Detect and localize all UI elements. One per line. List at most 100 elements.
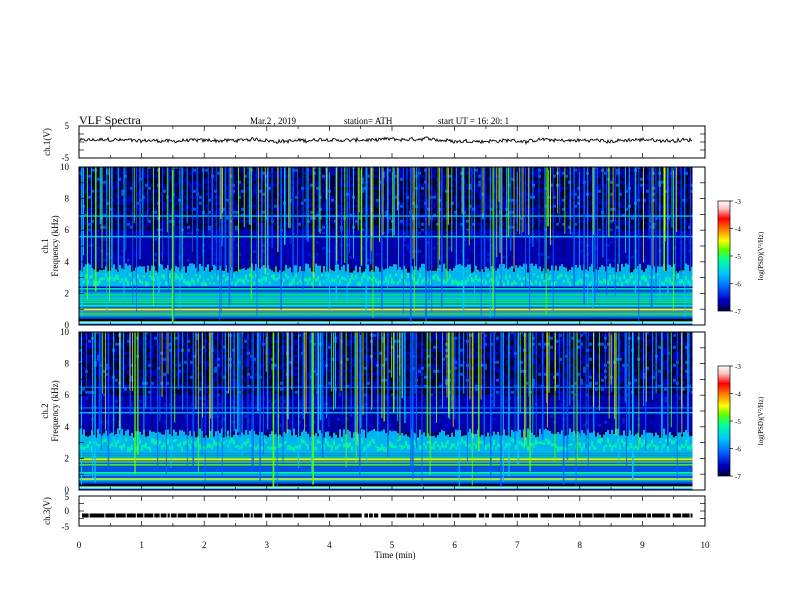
xtick-label: 9 [640,540,645,550]
digital-pulse [272,513,282,518]
digital-pulse [514,513,520,518]
xtick-label: 7 [515,540,520,550]
x-axis-label: Time (min) [375,550,416,560]
colorbar-tick-label: -4 [735,391,741,399]
digital-pulse [154,513,160,518]
digital-pulse [207,513,220,518]
ytick-label: 0 [65,506,70,516]
digital-pulse [690,513,693,518]
digital-pulse [187,513,197,518]
xtick-label: 6 [452,540,457,550]
panel-ch2-spectrogram: 0 2 4 6 8 10 ch.2 Frequency (kHz) [40,327,706,495]
digital-pulse [177,513,187,518]
ytick-label: 0 [65,320,70,330]
digital-pulse [452,513,460,518]
digital-pulse [529,513,538,518]
axis-ticks [78,496,706,526]
xtick-label: 2 [202,540,207,550]
digital-pulse [565,513,575,518]
colorbar-label: log(PSD)(V²/Hz) [757,396,765,445]
digital-pulse [415,513,430,518]
digital-pulse [485,513,490,518]
spectrogram-image [79,332,705,490]
digital-pulse [167,513,170,518]
panel-ch1-spectrogram: 0 2 4 6 8 10 ch.1 Frequency (kHz) [40,162,706,330]
digital-pulse [665,513,671,518]
date-label: Mar.2 , 2019 [250,116,296,126]
digital-signal [82,513,693,518]
xtick-label: 10 [701,540,711,550]
ytick-label: 4 [65,257,70,267]
axis-ticks [78,167,706,325]
ytick-label: -5 [62,153,70,163]
colorbar-label: log(PSD)(V²/Hz) [757,231,765,280]
digital-pulse [605,513,620,518]
xtick-label: 3 [265,540,270,550]
y-axis-label-frequency: Frequency (kHz) [50,215,60,276]
digital-pulse [380,513,396,518]
start-time-label: start UT = 16: 20: 1 [438,116,509,126]
digital-pulse [520,513,529,518]
digital-pulse [250,513,253,518]
digital-pulse [478,513,485,518]
xtick-label: 4 [327,540,332,550]
ytick-label: 0 [65,485,70,495]
panel-ch3-digital: 5 0 -5 ch.3(V) 0 1 2 3 4 5 6 7 8 9 10 Time (min) [42,492,710,560]
ytick-label: 8 [65,194,70,204]
digital-pulse [349,513,362,518]
digital-pulse [430,513,438,518]
digital-pulse [632,513,647,518]
ytick-label: 4 [65,422,70,432]
ytick-label: 10 [60,327,70,337]
digital-pulse [491,513,504,518]
digital-pulse [220,513,228,518]
digital-pulse [575,513,582,518]
digital-pulse [136,513,144,518]
waveform-line [79,136,693,145]
digital-pulse [652,513,665,518]
colorbar-tick-label: -4 [735,226,741,234]
digital-pulse [126,513,136,518]
colorbar-tick-label: -3 [735,198,741,206]
digital-pulse [682,513,690,518]
digital-pulse [144,513,154,518]
colorbar-ch1: -3 -4 -5 -6 -7 log(PSD)(V²/Hz) [717,198,765,316]
colorbar-ch2: -3 -4 -5 -6 -7 log(PSD)(V²/Hz) [717,363,765,481]
digital-pulse [460,513,477,518]
ytick-label: 8 [65,359,70,369]
station-label: station= ATH [344,116,393,126]
digital-pulse [228,513,243,518]
digital-pulse [552,513,565,518]
digital-pulse [368,513,373,518]
xtick-label: 0 [77,540,82,550]
digital-pulse [364,513,368,518]
colorbar-tick-label: -6 [735,281,741,289]
digital-pulse [115,513,126,518]
digital-pulse [105,513,115,518]
ytick-label: 10 [60,162,70,172]
ytick-label: 2 [65,453,70,463]
y-axis-label: ch.1(V) [42,128,52,156]
digital-pulse [504,513,514,518]
axis-ticks [78,126,706,158]
ytick-label: 5 [65,492,70,502]
digital-pulse [620,513,632,518]
ytick-label: 2 [65,288,70,298]
digital-pulse [672,513,682,518]
digital-pulse [325,513,338,518]
colorbar-tick-label: -7 [735,308,741,316]
colorbar-tick-label: -5 [735,253,741,261]
digital-pulse [338,513,349,518]
ytick-label: 5 [65,121,70,131]
y-axis-label: ch.3(V) [42,497,52,525]
digital-pulse [160,513,167,518]
digital-pulse [582,513,593,518]
ytick-label: 6 [65,225,70,235]
digital-pulse [264,513,272,518]
figure-title: VLF Spectra [79,113,141,127]
xtick-label: 5 [390,540,395,550]
digital-pulse [309,513,325,518]
ytick-label: 6 [65,390,70,400]
spectrogram-image [79,167,705,325]
